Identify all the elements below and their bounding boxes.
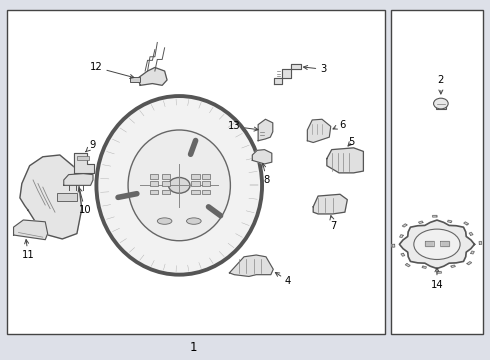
Text: 14: 14 xyxy=(431,268,443,291)
Polygon shape xyxy=(64,174,93,185)
Bar xyxy=(202,174,210,179)
Polygon shape xyxy=(307,119,331,143)
Text: 8: 8 xyxy=(262,163,270,185)
Polygon shape xyxy=(313,194,347,214)
Polygon shape xyxy=(447,220,452,222)
Polygon shape xyxy=(400,235,403,238)
Text: 11: 11 xyxy=(22,240,35,260)
Text: 4: 4 xyxy=(275,273,291,286)
Polygon shape xyxy=(469,233,473,235)
Polygon shape xyxy=(399,220,474,269)
Text: 10: 10 xyxy=(78,188,92,215)
Polygon shape xyxy=(479,242,482,244)
Text: 3: 3 xyxy=(303,64,326,74)
Polygon shape xyxy=(425,241,434,246)
Ellipse shape xyxy=(128,130,230,241)
Bar xyxy=(162,181,171,186)
Bar xyxy=(436,104,446,109)
Polygon shape xyxy=(258,119,273,141)
Polygon shape xyxy=(433,215,437,217)
Polygon shape xyxy=(20,155,82,239)
Polygon shape xyxy=(14,220,48,240)
Polygon shape xyxy=(451,265,455,267)
Bar xyxy=(202,181,210,186)
Bar xyxy=(191,181,200,186)
Ellipse shape xyxy=(187,218,201,224)
Polygon shape xyxy=(464,222,468,225)
Polygon shape xyxy=(471,251,474,254)
Circle shape xyxy=(169,177,190,193)
Bar xyxy=(149,174,158,179)
Text: 5: 5 xyxy=(348,138,354,148)
Polygon shape xyxy=(392,244,395,247)
Polygon shape xyxy=(74,153,94,173)
Polygon shape xyxy=(401,253,405,256)
Polygon shape xyxy=(402,224,407,227)
Ellipse shape xyxy=(414,229,460,260)
Ellipse shape xyxy=(157,218,172,224)
Polygon shape xyxy=(138,67,167,85)
Polygon shape xyxy=(434,241,440,246)
Polygon shape xyxy=(274,64,301,84)
Ellipse shape xyxy=(97,96,262,275)
Text: 6: 6 xyxy=(333,120,345,130)
Text: 13: 13 xyxy=(228,121,258,131)
Bar xyxy=(77,156,89,160)
Polygon shape xyxy=(467,262,472,265)
Text: 7: 7 xyxy=(330,216,337,231)
Circle shape xyxy=(434,98,448,109)
Polygon shape xyxy=(422,266,426,268)
Bar xyxy=(149,181,158,186)
Bar xyxy=(202,190,210,194)
Polygon shape xyxy=(437,271,441,273)
Polygon shape xyxy=(440,241,449,246)
Bar xyxy=(7,10,385,334)
Bar xyxy=(191,174,200,179)
Bar xyxy=(129,77,140,82)
Bar xyxy=(162,190,171,194)
Bar xyxy=(391,10,483,334)
Polygon shape xyxy=(327,148,364,173)
Text: 12: 12 xyxy=(90,63,134,78)
Text: 2: 2 xyxy=(438,75,444,94)
Bar xyxy=(149,190,158,194)
Bar xyxy=(191,190,200,194)
Bar xyxy=(162,174,171,179)
Polygon shape xyxy=(405,264,410,267)
Polygon shape xyxy=(229,255,273,276)
Polygon shape xyxy=(252,150,272,164)
Polygon shape xyxy=(418,221,423,224)
Text: 1: 1 xyxy=(190,341,197,354)
Text: 9: 9 xyxy=(86,140,96,152)
Bar xyxy=(57,193,77,202)
